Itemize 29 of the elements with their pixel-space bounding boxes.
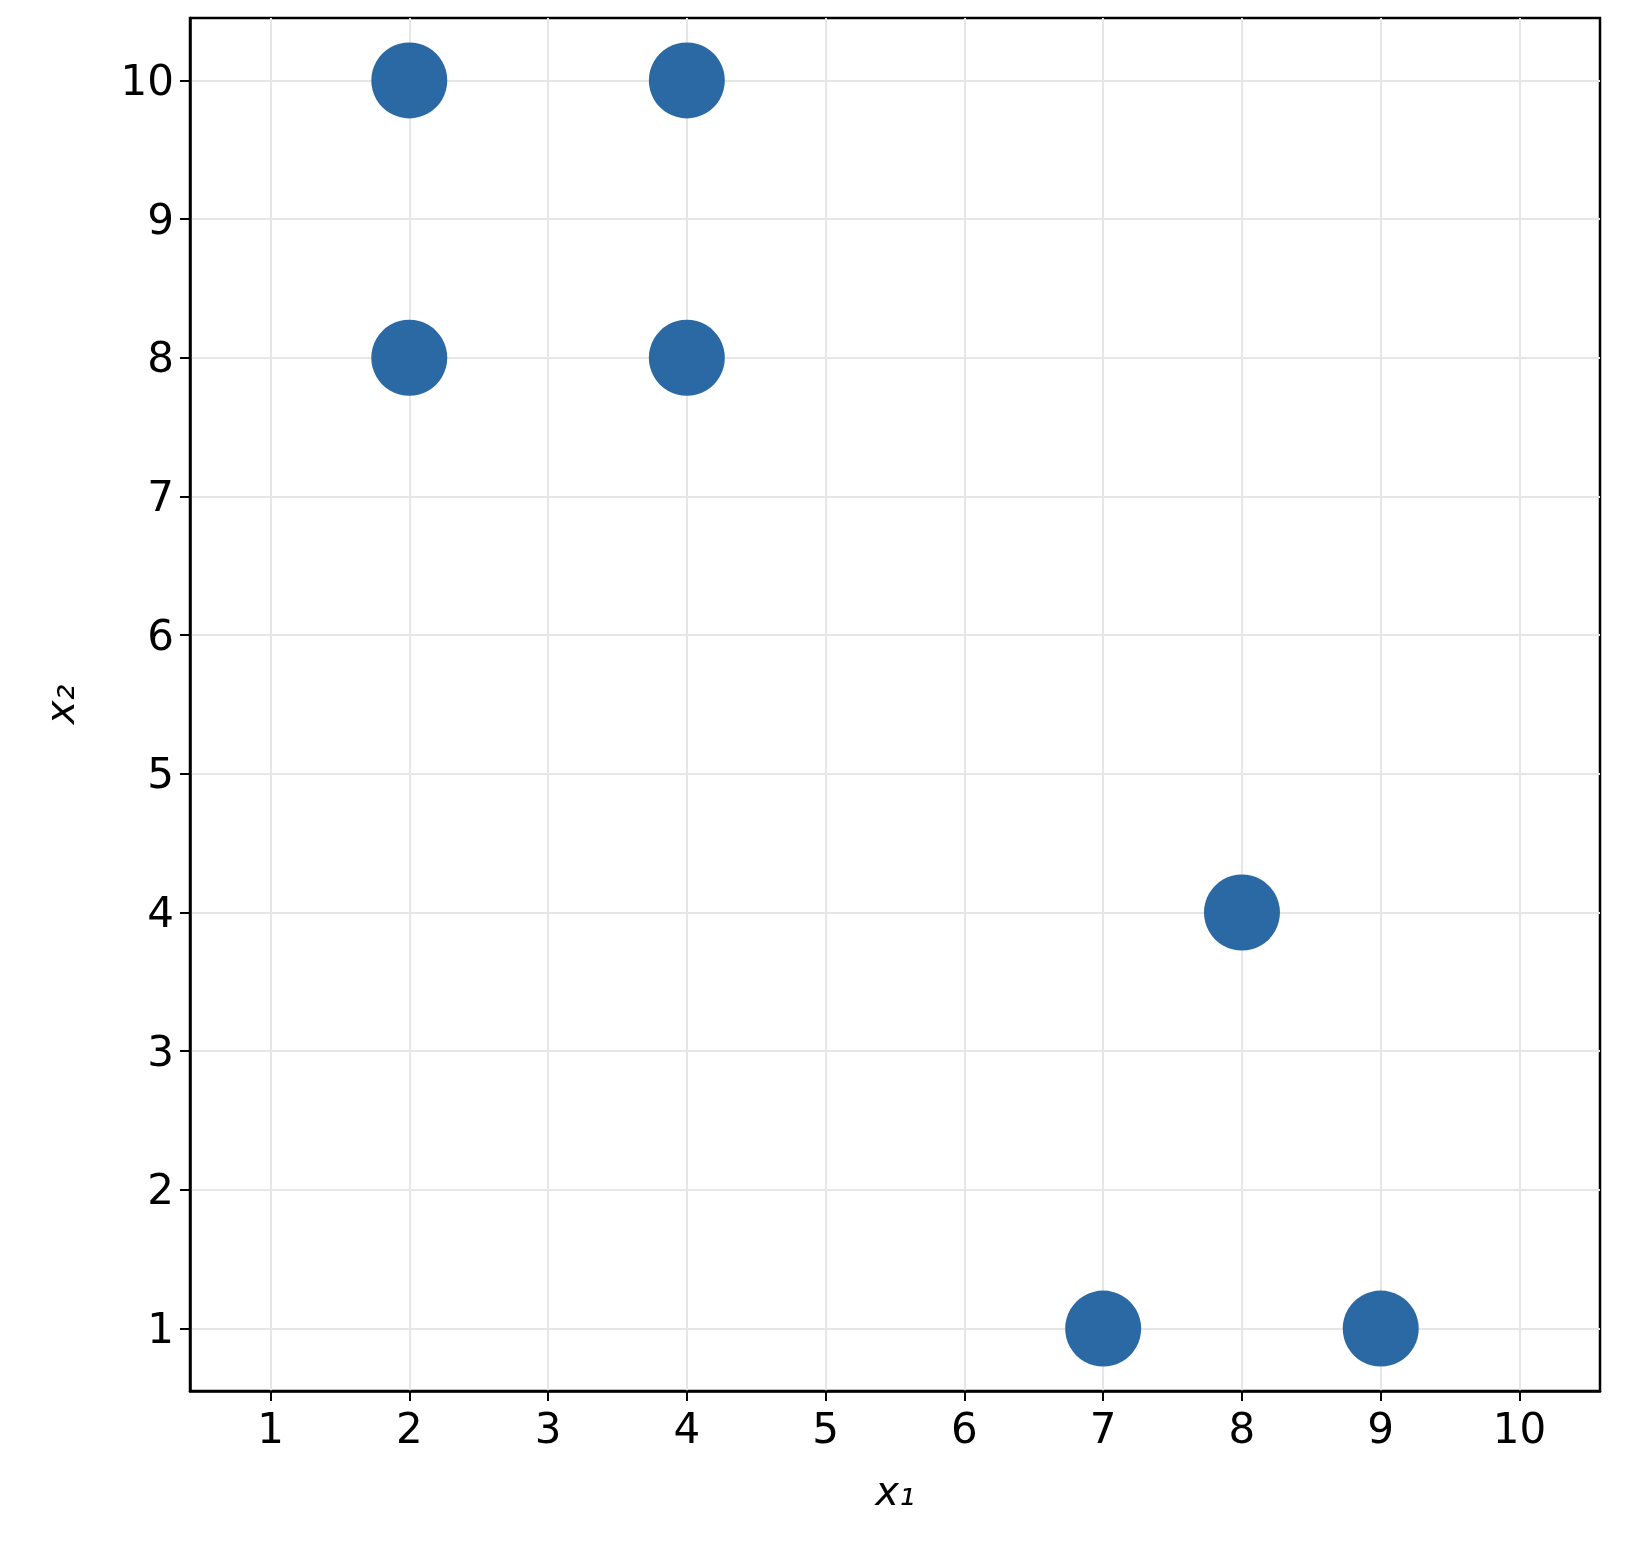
point — [1342, 1290, 1419, 1367]
y-tick-label: 9 — [147, 194, 174, 244]
x-tick-label: 6 — [951, 1403, 978, 1453]
y-tick-label: 10 — [120, 55, 174, 105]
y-tick-label: 4 — [147, 888, 174, 938]
x-tick-label: 5 — [812, 1403, 839, 1453]
point — [1204, 874, 1280, 951]
y-tick-label: 7 — [147, 471, 174, 521]
y-tick-label: 1 — [147, 1304, 174, 1354]
y-tick-label: 6 — [147, 610, 174, 660]
x-tick-label: 9 — [1367, 1403, 1395, 1453]
y-tick-label: 2 — [147, 1165, 174, 1215]
x-tick-label: 3 — [534, 1403, 562, 1453]
point — [648, 42, 725, 119]
y-tick-label: 5 — [147, 749, 174, 799]
x-tick-label: 10 — [1492, 1403, 1547, 1453]
point — [648, 319, 725, 396]
x-tick-label: 4 — [673, 1403, 701, 1453]
x-tick-label: 7 — [1089, 1403, 1117, 1453]
x-tick-label: 8 — [1228, 1403, 1256, 1453]
x-tick-label: 2 — [395, 1403, 423, 1453]
x-tick-label: 1 — [257, 1403, 284, 1453]
y-axis-title: x₂ — [37, 684, 83, 727]
point — [1065, 1290, 1142, 1367]
x-axis-title: x₁ — [873, 1468, 915, 1514]
y-tick-label: 3 — [147, 1026, 174, 1076]
y-tick-label: 8 — [147, 333, 174, 383]
point — [371, 42, 448, 119]
point — [371, 319, 448, 396]
